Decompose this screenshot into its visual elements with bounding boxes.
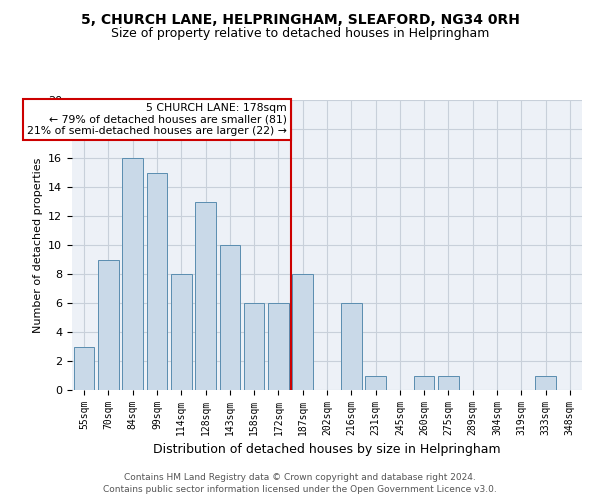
Bar xyxy=(244,303,265,390)
Bar xyxy=(292,274,313,390)
Text: Contains HM Land Registry data © Crown copyright and database right 2024.: Contains HM Land Registry data © Crown c… xyxy=(124,472,476,482)
Bar xyxy=(146,172,167,390)
Y-axis label: Number of detached properties: Number of detached properties xyxy=(32,158,43,332)
Bar xyxy=(98,260,119,390)
Bar xyxy=(341,303,362,390)
Text: Size of property relative to detached houses in Helpringham: Size of property relative to detached ho… xyxy=(111,28,489,40)
Bar xyxy=(195,202,216,390)
Bar xyxy=(535,376,556,390)
Bar xyxy=(365,376,386,390)
Bar xyxy=(171,274,191,390)
X-axis label: Distribution of detached houses by size in Helpringham: Distribution of detached houses by size … xyxy=(153,444,501,456)
Bar xyxy=(268,303,289,390)
Bar xyxy=(122,158,143,390)
Text: Contains public sector information licensed under the Open Government Licence v3: Contains public sector information licen… xyxy=(103,485,497,494)
Bar xyxy=(438,376,459,390)
Bar xyxy=(74,346,94,390)
Text: 5, CHURCH LANE, HELPRINGHAM, SLEAFORD, NG34 0RH: 5, CHURCH LANE, HELPRINGHAM, SLEAFORD, N… xyxy=(80,12,520,26)
Bar xyxy=(414,376,434,390)
Text: 5 CHURCH LANE: 178sqm
← 79% of detached houses are smaller (81)
21% of semi-deta: 5 CHURCH LANE: 178sqm ← 79% of detached … xyxy=(27,103,287,136)
Bar xyxy=(220,245,240,390)
